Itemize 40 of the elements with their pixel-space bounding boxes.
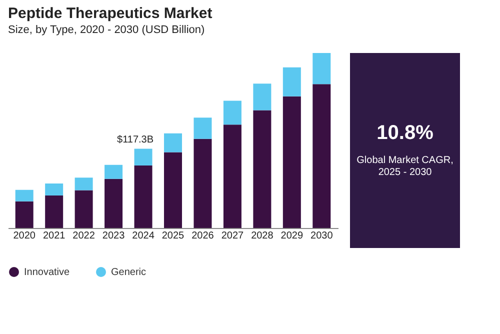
legend-label: Innovative xyxy=(24,267,70,278)
text: 10.8% xyxy=(376,122,434,144)
bar xyxy=(45,184,64,196)
bar xyxy=(223,100,242,125)
annotation: $117.3B xyxy=(117,134,154,146)
bar xyxy=(194,138,212,228)
bar xyxy=(164,152,182,228)
bar xyxy=(104,178,123,228)
x-tick-label: 2026 xyxy=(192,230,214,242)
bar xyxy=(74,190,93,228)
x-tick-label: 2030 xyxy=(310,230,334,242)
bar xyxy=(15,190,34,202)
bar xyxy=(253,84,272,110)
chart-subtitle: Size, by Type, 2020 - 2030 (USD Billion) xyxy=(8,24,205,36)
bar xyxy=(15,201,34,228)
x-tick-label: 2029 xyxy=(280,230,304,242)
bar xyxy=(45,195,64,228)
bar xyxy=(104,164,123,179)
bar xyxy=(164,133,182,152)
bar xyxy=(134,148,152,166)
bar xyxy=(282,67,301,96)
bar xyxy=(74,178,93,190)
text: Global Market CAGR, 2025 - 2030 xyxy=(356,155,454,178)
x-tick-label: 2024 xyxy=(132,230,155,242)
bar xyxy=(223,124,242,228)
bar xyxy=(282,96,301,228)
x-tick-label: 2025 xyxy=(162,230,185,242)
bar xyxy=(134,166,152,228)
bar xyxy=(253,110,272,228)
x-tick-label: 2020 xyxy=(13,230,36,242)
x-tick-label: 2022 xyxy=(72,230,96,242)
bar xyxy=(312,84,331,228)
x-tick-label: 2028 xyxy=(251,230,274,242)
x-tick-label: 2021 xyxy=(42,230,66,242)
legend-label: Generic xyxy=(111,267,146,278)
bar xyxy=(194,118,212,139)
x-tick-label: 2027 xyxy=(221,230,244,242)
chart-title: Peptide Therapeutics Market xyxy=(8,5,212,22)
x-tick-label: 2023 xyxy=(102,230,126,242)
bar xyxy=(312,53,331,84)
